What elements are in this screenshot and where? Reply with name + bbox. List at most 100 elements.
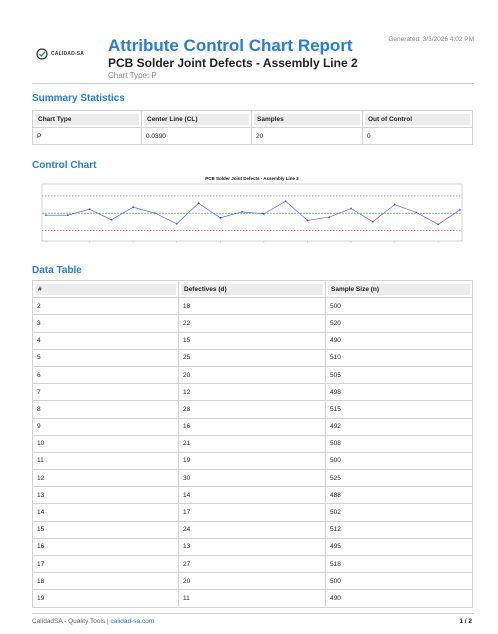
table-row: 2 18 500 — [32, 297, 473, 316]
table-cell: 13 — [32, 486, 179, 505]
summary-value-chart-type: P — [32, 127, 142, 145]
control-chart: PCB Solder Joint Defects - Assembly Line… — [32, 175, 472, 245]
table-cell: 19 — [178, 451, 326, 471]
table-cell: 500 — [325, 572, 473, 591]
table-cell: 508 — [325, 434, 473, 453]
table-cell: 2 — [32, 297, 179, 316]
summary-header-cell: Samples — [251, 110, 363, 128]
table-cell: 518 — [325, 554, 473, 574]
header-divider — [32, 83, 474, 84]
table-cell: 27 — [178, 554, 326, 574]
data-point — [371, 220, 374, 223]
table-cell: 14 — [178, 486, 326, 505]
table-cell: 495 — [325, 537, 473, 557]
table-row: 3 22 520 — [32, 314, 473, 333]
data-point — [241, 210, 244, 213]
table-cell: 11 — [32, 451, 179, 471]
control-chart-section-title: Control Chart — [32, 160, 97, 171]
table-cell: 525 — [325, 469, 473, 488]
page-number: 1 / 2 — [459, 618, 472, 625]
table-cell: 18 — [32, 572, 179, 591]
table-row: 18 20 500 — [32, 572, 473, 591]
data-header-cell: # — [32, 279, 179, 299]
table-cell: 492 — [325, 417, 473, 436]
table-row: 6 20 505 — [32, 365, 473, 385]
table-cell: 505 — [325, 365, 473, 385]
table-cell: 3 — [32, 314, 179, 333]
data-table: # Defectives (d) Sample Size (n) 2 18 500 3… — [32, 279, 473, 608]
data-point — [219, 216, 222, 219]
data-point — [328, 216, 331, 219]
table-cell: 22 — [178, 314, 326, 333]
table-cell: 6 — [32, 365, 179, 385]
data-header-row: # Defectives (d) Sample Size (n) — [32, 279, 473, 299]
table-cell: 12 — [178, 383, 326, 402]
footer-divider — [32, 613, 474, 614]
summary-value-row: P 0.0390 20 0 — [32, 127, 473, 145]
table-cell: 490 — [325, 331, 473, 350]
data-header-cell: Sample Size (n) — [325, 279, 473, 299]
data-point — [393, 203, 396, 206]
plot-area — [41, 183, 463, 242]
table-cell: 14 — [32, 503, 179, 522]
table-cell: 24 — [178, 520, 326, 539]
table-cell: 520 — [325, 314, 473, 333]
table-cell: 15 — [32, 520, 179, 539]
summary-value-samples: 20 — [251, 127, 363, 145]
table-cell: 502 — [325, 503, 473, 522]
table-cell: 498 — [325, 383, 473, 402]
generated-timestamp: Generated: 3/3/2026 4:02 PM — [388, 36, 474, 43]
data-header-cell: Defectives (d) — [178, 279, 326, 299]
summary-value-center-line: 0.0390 — [141, 127, 252, 145]
table-cell: 20 — [178, 572, 326, 591]
table-row: 13 14 488 — [32, 486, 473, 505]
data-point — [284, 200, 287, 203]
table-cell: 490 — [325, 589, 473, 608]
footer-text: CalidadSA - Quality Tools | calidad-sa.c… — [32, 618, 154, 625]
table-cell: 9 — [32, 417, 179, 436]
table-cell: 16 — [32, 537, 179, 557]
data-point — [350, 207, 352, 210]
table-cell: 12 — [32, 469, 179, 488]
table-cell: 30 — [178, 469, 326, 488]
control-chart-svg: PCB Solder Joint Defects - Assembly Line… — [41, 176, 463, 243]
table-row: 10 21 508 — [32, 434, 473, 453]
data-table-section-title: Data Table — [32, 265, 82, 276]
table-row: 5 25 510 — [32, 348, 473, 367]
summary-header-cell: Center Line (CL) — [141, 110, 252, 128]
data-point — [459, 208, 461, 211]
chart-type-label: Chart Type: P — [108, 71, 157, 80]
table-row: 7 12 498 — [32, 383, 473, 402]
table-row: 4 15 490 — [32, 331, 473, 350]
data-point — [45, 214, 47, 217]
table-cell: 15 — [178, 331, 326, 350]
summary-header-cell: Out of Control — [362, 110, 473, 128]
page-subtitle: PCB Solder Joint Defects - Assembly Line… — [108, 56, 358, 70]
table-row: 12 30 525 — [32, 469, 473, 488]
table-cell: 500 — [325, 451, 473, 471]
data-point — [437, 223, 440, 226]
data-point — [110, 218, 113, 221]
table-cell: 500 — [325, 297, 473, 316]
report-header: CALIDAD-SA Attribute Control Chart Repor… — [32, 36, 474, 84]
footer-website-link[interactable]: calidad-sa.com — [110, 618, 155, 625]
table-row: 8 28 515 — [32, 400, 473, 419]
page-title: Attribute Control Chart Report — [108, 36, 353, 55]
table-row: 11 19 500 — [32, 451, 473, 471]
table-cell: 515 — [325, 400, 473, 419]
table-cell: 18 — [178, 297, 326, 316]
summary-header-row: Chart Type Center Line (CL) Samples Out … — [32, 110, 473, 128]
table-cell: 11 — [178, 589, 326, 608]
table-cell: 488 — [325, 486, 473, 505]
table-cell: 10 — [32, 434, 179, 453]
table-cell: 7 — [32, 383, 179, 402]
footer-label: CalidadSA - Quality Tools | — [32, 618, 111, 625]
checkmark-shield-icon — [36, 48, 48, 60]
data-point — [66, 214, 69, 217]
table-row: 16 13 495 — [32, 537, 473, 557]
table-row: 14 17 502 — [32, 503, 473, 522]
logo-text: CALIDAD-SA — [51, 51, 85, 57]
chart-title: PCB Solder Joint Defects - Assembly Line… — [205, 176, 299, 181]
table-cell: 21 — [178, 434, 326, 453]
table-cell: 25 — [178, 348, 326, 367]
